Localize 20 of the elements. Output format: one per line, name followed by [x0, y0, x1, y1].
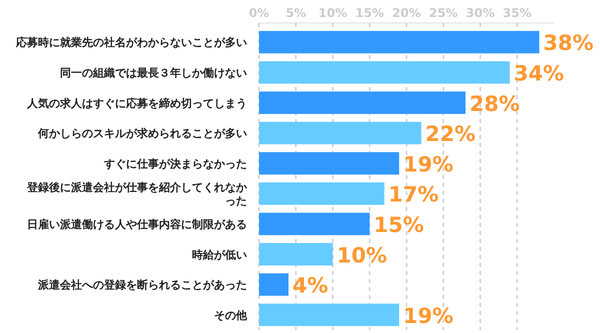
data-label: 15%	[374, 212, 424, 237]
y-tick-label: 日雇い派遣働ける人や仕事内容に制限がある	[27, 218, 247, 231]
data-label: 19%	[403, 304, 454, 328]
y-tick-label: 応募時に就業先の社名がわからないことが多い	[15, 36, 247, 50]
y-tick-label: 登録後に派遣会社が仕事を紹介してくれなかった	[26, 181, 248, 208]
y-tick-label: 人気の求人はすぐに応募を締め切ってしまう	[26, 96, 247, 110]
data-label: 10%	[336, 243, 388, 268]
y-tick-label: 派遣会社への登録を断られることがあった	[37, 278, 247, 292]
data-label: 4%	[292, 274, 328, 298]
y-tick-label: すぐに仕事が決まらなかった	[103, 157, 247, 170]
y-tick-label: その他	[214, 308, 248, 322]
y-tick-label: 何かしらのスキルが求められることが多い	[37, 127, 247, 140]
data-label: 19%	[403, 152, 454, 176]
data-label: 28%	[470, 92, 520, 116]
data-label: 34%	[514, 61, 564, 86]
y-tick-label: 同一の組織では最長３年しか働けない	[60, 66, 247, 80]
data-label: 22%	[425, 122, 476, 146]
y-tick-label: 時給が低い	[192, 248, 247, 262]
data-label: 38%	[543, 31, 594, 56]
data-label: 17%	[388, 182, 439, 207]
